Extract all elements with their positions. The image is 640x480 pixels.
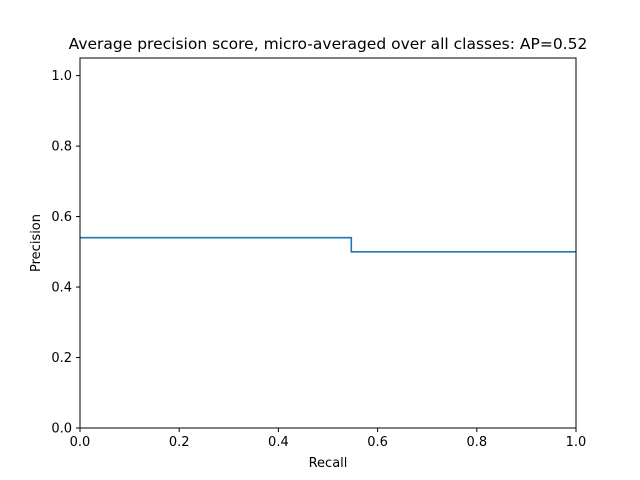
series-layer [80, 236, 576, 253]
x-axis-label: Recall [309, 456, 348, 471]
chart-title: Average precision score, micro-averaged … [69, 35, 588, 53]
y-tick-label: 0.2 [51, 351, 72, 366]
y-tick-label: 0.8 [51, 140, 72, 155]
y-tick-label: 0.6 [51, 210, 72, 225]
x-tick-label: 0.0 [70, 435, 91, 450]
x-tick-label: 0.2 [169, 435, 190, 450]
y-tick-label: 0.0 [51, 422, 72, 437]
x-tick-label: 1.0 [566, 435, 587, 450]
precision-recall-curve [80, 236, 576, 253]
x-tick-label: 0.4 [268, 435, 289, 450]
plot-frame [79, 57, 577, 429]
y-tick-label: 1.0 [51, 69, 72, 84]
x-tick-label: 0.6 [367, 435, 388, 450]
y-axis-label: Precision [29, 214, 44, 272]
y-tick-label: 0.4 [51, 281, 72, 296]
ticks-layer: 0.0 0.2 0.4 0.6 0.8 1.0 0.0 0.2 0.4 0.6 0.8 1.0 [51, 69, 586, 450]
x-tick-label: 0.8 [466, 435, 487, 450]
